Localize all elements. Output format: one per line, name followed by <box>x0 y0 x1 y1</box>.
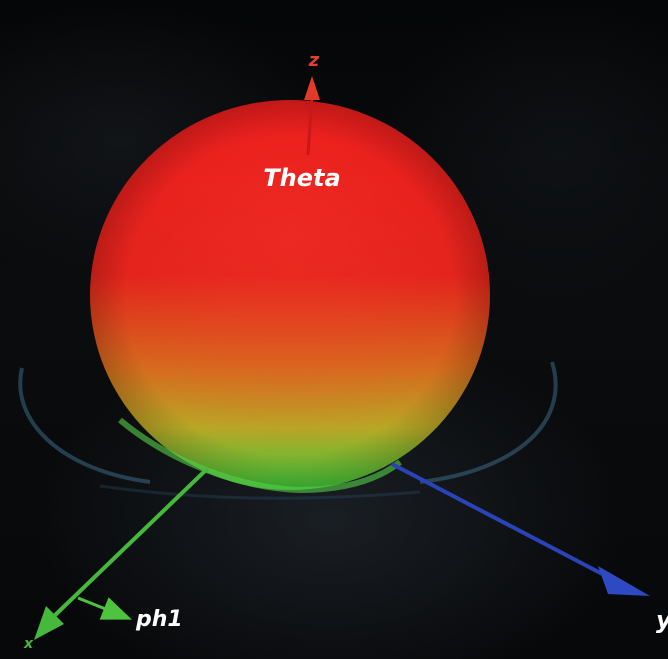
phi-direction: ph1 <box>77 596 183 632</box>
arrow-up-icon <box>304 76 320 100</box>
orbit-ring <box>18 361 558 500</box>
x-axis-label: x <box>23 636 34 652</box>
theta-label: Theta <box>263 164 340 192</box>
phi-label: ph1 <box>135 607 183 632</box>
y-axis: y <box>391 462 668 634</box>
arrow-right-icon <box>77 596 132 620</box>
z-axis-label: z <box>308 50 320 71</box>
radiation-sphere <box>90 100 490 494</box>
x-axis: x <box>23 466 210 652</box>
arrow-down-right-icon <box>598 566 650 596</box>
arrow-down-left-icon <box>34 606 64 640</box>
z-axis: z <box>304 50 320 156</box>
y-axis-label: y <box>656 606 668 634</box>
